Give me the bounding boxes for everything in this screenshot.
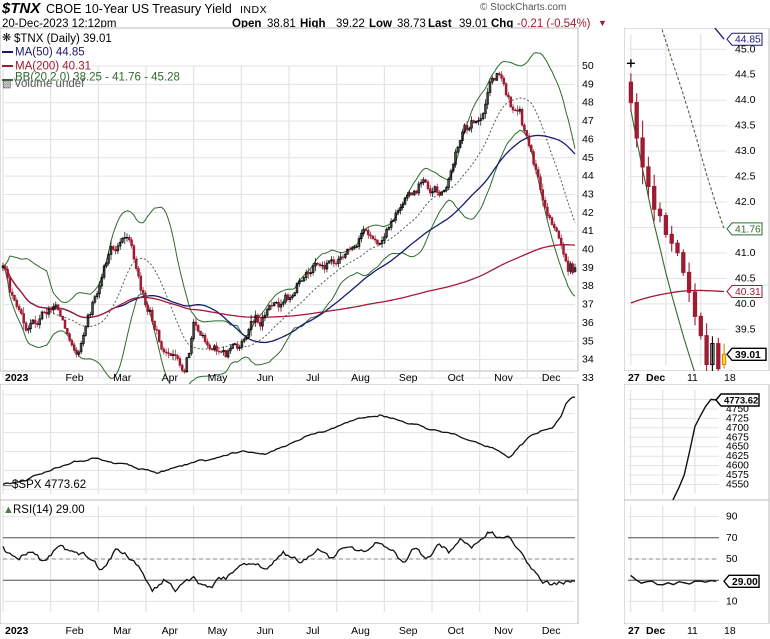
- svg-text:Oct: Oct: [448, 372, 464, 384]
- svg-text:4625: 4625: [726, 451, 749, 462]
- svg-text:42.5: 42.5: [735, 171, 756, 183]
- svg-text:11: 11: [687, 625, 698, 637]
- svg-text:Feb: Feb: [65, 625, 83, 637]
- svg-text:May: May: [208, 372, 229, 384]
- svg-text:37: 37: [582, 299, 594, 311]
- svg-text:42.0: 42.0: [735, 196, 756, 208]
- svg-text:Volume undef: Volume undef: [14, 78, 85, 90]
- svg-text:10: 10: [726, 596, 738, 607]
- svg-text:41.76: 41.76: [735, 224, 761, 235]
- svg-text:41: 41: [582, 225, 594, 237]
- svg-text:39: 39: [582, 262, 594, 274]
- svg-text:35: 35: [582, 335, 594, 347]
- svg-text:▼: ▼: [598, 18, 607, 28]
- svg-text:43.0: 43.0: [735, 145, 756, 157]
- svg-text:Aug: Aug: [351, 372, 370, 384]
- svg-text:4675: 4675: [726, 432, 749, 443]
- svg-text:4600: 4600: [726, 461, 749, 472]
- svg-text:❋: ❋: [2, 32, 11, 44]
- svg-text:Apr: Apr: [162, 372, 179, 384]
- svg-text:48: 48: [582, 97, 594, 109]
- svg-text:41.0: 41.0: [735, 247, 756, 259]
- svg-text:Dec: Dec: [646, 372, 665, 384]
- svg-text:18: 18: [724, 372, 736, 384]
- svg-text:INDX: INDX: [240, 4, 267, 16]
- svg-text:MA(50) 44.85: MA(50) 44.85: [15, 47, 85, 59]
- svg-text:43: 43: [582, 189, 594, 201]
- svg-text:46: 46: [582, 133, 594, 145]
- svg-text:Jul: Jul: [306, 625, 319, 637]
- svg-text:Nov: Nov: [494, 625, 513, 637]
- svg-text:44.0: 44.0: [735, 94, 756, 106]
- svg-text:May: May: [208, 625, 229, 637]
- svg-text:40: 40: [582, 244, 594, 256]
- svg-text:42: 42: [582, 207, 594, 219]
- svg-text:4773.62: 4773.62: [724, 396, 758, 407]
- svg-text:27: 27: [628, 625, 640, 637]
- svg-text:$SPX 4773.62: $SPX 4773.62: [12, 479, 86, 491]
- svg-text:4550: 4550: [726, 480, 749, 491]
- svg-text:40.0: 40.0: [735, 298, 756, 310]
- svg-text:39.01: 39.01: [735, 350, 761, 361]
- svg-text:40.31: 40.31: [735, 287, 761, 298]
- svg-text:RSI(14) 29.00: RSI(14) 29.00: [13, 504, 85, 516]
- svg-text:50: 50: [582, 60, 594, 72]
- svg-text:▧: ▧: [2, 79, 11, 90]
- svg-text:Jul: Jul: [306, 372, 319, 384]
- svg-text:39.5: 39.5: [735, 323, 756, 335]
- svg-text:45: 45: [582, 152, 594, 164]
- svg-text:4725: 4725: [726, 413, 749, 424]
- svg-text:40.5: 40.5: [735, 272, 756, 284]
- svg-text:Sep: Sep: [399, 625, 418, 637]
- svg-text:27: 27: [628, 372, 640, 384]
- svg-text:47: 47: [582, 115, 594, 127]
- svg-text:44: 44: [582, 170, 594, 182]
- svg-text:18: 18: [724, 625, 736, 637]
- svg-text:4700: 4700: [726, 423, 749, 434]
- svg-text:Dec: Dec: [542, 372, 561, 384]
- svg-text:Apr: Apr: [162, 625, 179, 637]
- svg-text:38: 38: [582, 280, 594, 292]
- svg-text:Dec: Dec: [646, 625, 665, 637]
- svg-text:11: 11: [687, 372, 698, 384]
- svg-text:$TNX: $TNX: [1, 0, 41, 17]
- svg-text:90: 90: [726, 512, 738, 523]
- svg-text:Jun: Jun: [257, 625, 274, 637]
- svg-text:Aug: Aug: [351, 625, 370, 637]
- svg-text:Mar: Mar: [113, 372, 132, 384]
- svg-text:$TNX (Daily) 39.01: $TNX (Daily) 39.01: [14, 33, 112, 45]
- svg-text:70: 70: [726, 533, 738, 544]
- svg-text:50: 50: [726, 554, 738, 565]
- svg-text:49: 49: [582, 78, 594, 90]
- svg-text:2023: 2023: [5, 372, 29, 384]
- svg-text:CBOE 10-Year US Treasury Yield: CBOE 10-Year US Treasury Yield: [46, 2, 232, 16]
- svg-text:Jun: Jun: [257, 372, 274, 384]
- svg-text:© StockCharts.com: © StockCharts.com: [480, 2, 566, 13]
- svg-text:29.00: 29.00: [732, 577, 758, 588]
- svg-text:4575: 4575: [726, 470, 749, 481]
- svg-text:Feb: Feb: [65, 372, 83, 384]
- svg-text:Sep: Sep: [399, 372, 418, 384]
- svg-text:44.85: 44.85: [735, 35, 761, 46]
- svg-text:Nov: Nov: [494, 372, 513, 384]
- svg-text:34: 34: [582, 354, 594, 366]
- svg-text:Dec: Dec: [542, 625, 561, 637]
- svg-text:Mar: Mar: [113, 625, 132, 637]
- svg-text:Oct: Oct: [448, 625, 464, 637]
- svg-text:4650: 4650: [726, 442, 749, 453]
- svg-text:2023: 2023: [5, 625, 29, 637]
- svg-text:43.5: 43.5: [735, 120, 756, 132]
- svg-text:36: 36: [582, 317, 594, 329]
- svg-text:44.5: 44.5: [735, 69, 756, 81]
